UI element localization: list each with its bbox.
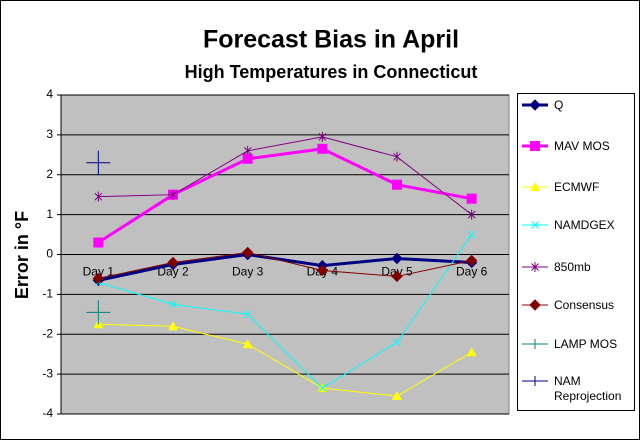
series-line [97, 147, 472, 244]
marker [393, 338, 401, 347]
marker [86, 300, 111, 325]
y-tick-label: -1 [42, 287, 53, 301]
legend-swatch [522, 339, 548, 349]
legend-swatch [522, 221, 548, 229]
marker [243, 145, 252, 156]
legend-swatch [522, 376, 548, 386]
marker [318, 131, 327, 142]
marker [466, 193, 477, 204]
x-tick-label: Day 1 [83, 265, 115, 279]
marker [530, 339, 540, 349]
marker [393, 151, 401, 162]
legend-item: NAMDGEX [518, 216, 634, 246]
marker [168, 321, 178, 331]
marker [317, 143, 328, 154]
marker [465, 254, 478, 267]
marker [466, 347, 477, 357]
chart-title: Forecast Bias in April [203, 26, 459, 54]
marker [391, 270, 403, 283]
series-line [98, 234, 473, 389]
legend-label: Q [554, 98, 564, 112]
marker [391, 252, 403, 265]
marker [531, 262, 539, 272]
legend-swatch [522, 141, 548, 151]
marker [167, 256, 179, 269]
marker [531, 221, 539, 229]
y-tick-label: -4 [42, 406, 53, 420]
marker [530, 141, 540, 151]
marker [94, 191, 103, 202]
y-tick-label: -2 [42, 326, 53, 340]
legend-label: MAV MOS [554, 139, 610, 153]
y-tick-label: 2 [46, 167, 53, 181]
marker [93, 237, 104, 248]
y-tick-label: 4 [46, 87, 53, 101]
legend-item: LAMP MOS [518, 335, 634, 365]
series-line [98, 252, 472, 282]
marker [467, 209, 476, 220]
marker [529, 299, 541, 311]
legend: Q MAV MOS ECMWF NAMDGEX 850mb Consensus LAMP M… [517, 93, 635, 411]
legend-item: Q [518, 96, 634, 126]
marker [169, 300, 177, 309]
y-tick-label: 0 [46, 247, 53, 261]
marker [530, 376, 540, 386]
marker [242, 153, 253, 164]
legend-label: Consensus [554, 298, 615, 312]
series-line [98, 251, 472, 279]
legend-item: NAM Reprojection [518, 372, 634, 403]
marker [92, 272, 105, 285]
marker [242, 339, 253, 349]
legend-label: NAMDGEX [554, 218, 615, 232]
marker [529, 99, 541, 111]
marker [241, 246, 254, 259]
legend-swatch [522, 262, 548, 272]
legend-item: ECMWF [518, 178, 634, 208]
legend-item: 850mb [518, 258, 634, 288]
legend-swatch [522, 299, 548, 311]
chart-subtitle: High Temperatures in Connecticut [185, 62, 478, 82]
legend-item: MAV MOS [518, 137, 634, 167]
marker [467, 230, 476, 239]
series-line [98, 323, 472, 397]
marker [530, 182, 540, 191]
legend-item: Consensus [518, 296, 634, 326]
legend-swatch [522, 182, 548, 191]
y-tick-label: 1 [46, 207, 53, 221]
marker [392, 179, 402, 190]
legend-label: LAMP MOS [554, 337, 618, 351]
marker [316, 264, 329, 277]
y-tick-label: -3 [42, 366, 53, 380]
marker [243, 310, 252, 319]
marker [169, 189, 177, 200]
y-axis-label: Error in °F [12, 211, 32, 299]
marker [392, 391, 402, 401]
legend-label: NAM Reprojection [554, 374, 622, 403]
x-tick-label: Day 6 [456, 265, 488, 279]
y-tick-label: 3 [46, 127, 53, 141]
legend-label: 850mb [554, 260, 591, 274]
x-tick-label: Day 2 [157, 265, 189, 279]
marker [318, 384, 327, 392]
marker [86, 150, 111, 175]
legend-label: ECMWF [554, 180, 600, 194]
series-line [98, 136, 472, 216]
legend-swatch [522, 99, 548, 111]
x-tick-label: Day 3 [232, 265, 264, 279]
